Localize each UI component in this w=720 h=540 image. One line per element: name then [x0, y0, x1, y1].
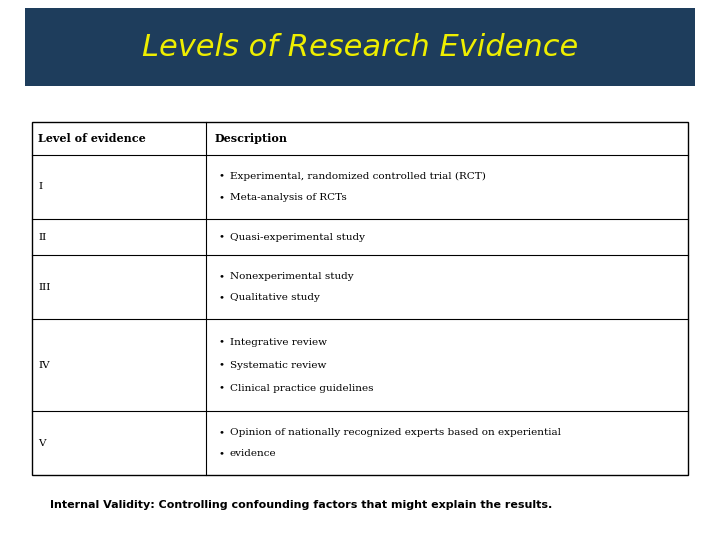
Text: •: • — [219, 172, 225, 181]
Text: V: V — [38, 438, 45, 448]
Text: •: • — [219, 361, 225, 370]
Text: Systematic review: Systematic review — [230, 361, 326, 370]
Text: evidence: evidence — [230, 449, 276, 458]
Text: Description: Description — [215, 133, 288, 144]
Text: Levels of Research Evidence: Levels of Research Evidence — [142, 33, 578, 62]
Text: •: • — [219, 293, 225, 302]
Text: Quasi-experimental study: Quasi-experimental study — [230, 233, 365, 241]
Text: Level of evidence: Level of evidence — [38, 133, 146, 144]
Text: Experimental, randomized controlled trial (RCT): Experimental, randomized controlled tria… — [230, 172, 486, 181]
Text: Qualitative study: Qualitative study — [230, 293, 320, 302]
Text: •: • — [219, 272, 225, 281]
Text: •: • — [219, 338, 225, 347]
Text: Internal Validity: Controlling confounding factors that might explain the result: Internal Validity: Controlling confoundi… — [50, 500, 553, 510]
Text: Integrative review: Integrative review — [230, 338, 327, 347]
Text: •: • — [219, 233, 225, 241]
Text: Opinion of nationally recognized experts based on experiential: Opinion of nationally recognized experts… — [230, 428, 561, 437]
Text: Clinical practice guidelines: Clinical practice guidelines — [230, 383, 373, 393]
Text: II: II — [38, 233, 46, 241]
Text: •: • — [219, 449, 225, 458]
Text: Nonexperimental study: Nonexperimental study — [230, 272, 354, 281]
Text: •: • — [219, 428, 225, 437]
Text: •: • — [219, 193, 225, 202]
Text: I: I — [38, 183, 42, 192]
Text: •: • — [219, 383, 225, 393]
Text: III: III — [38, 283, 50, 292]
Text: Meta-analysis of RCTs: Meta-analysis of RCTs — [230, 193, 346, 202]
Text: IV: IV — [38, 361, 50, 370]
